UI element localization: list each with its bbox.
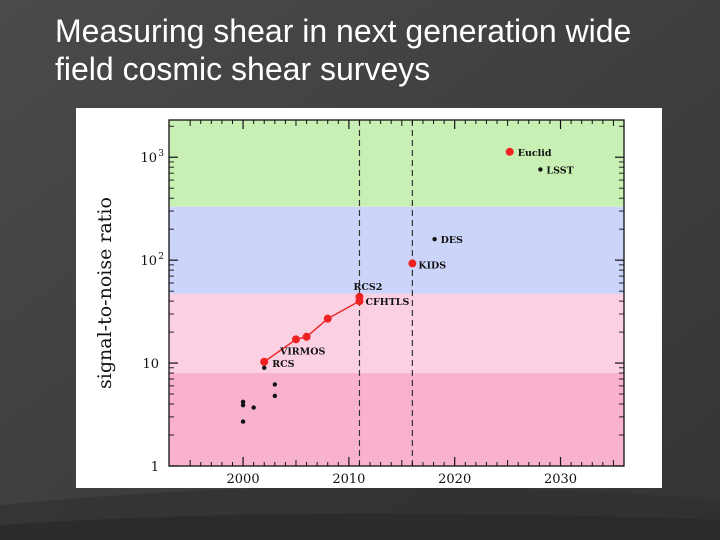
slide-title-line-2: field cosmic shear surveys xyxy=(55,51,431,88)
plot-border xyxy=(168,119,625,467)
band-3 xyxy=(169,373,624,466)
plot-frame xyxy=(168,119,625,467)
y-tick-exponent-2: 2 xyxy=(158,252,164,262)
survey-point xyxy=(240,402,246,408)
point-label-kids: KIDS xyxy=(418,260,446,271)
point-label-virmos: VIRMOS xyxy=(279,346,326,357)
point-label-euclid: Euclid xyxy=(518,148,552,159)
survey-point xyxy=(240,399,246,405)
kids-point xyxy=(408,259,417,268)
y-tick-label-0: 1 xyxy=(151,460,159,475)
point-label-lsst: LSST xyxy=(546,165,573,176)
euclid-point xyxy=(505,147,514,156)
y-tick-label-3: 10 xyxy=(140,151,157,166)
point-label-des: DES xyxy=(441,235,463,246)
survey-point xyxy=(251,405,256,410)
lsst-point xyxy=(538,167,543,172)
des-point xyxy=(432,236,437,242)
chart-figure: 2000 2010 2020 2030 1 10 10 2 10 3 Euclid LSST DES K… xyxy=(76,108,662,488)
point-label-cfhtls: CFHTLS xyxy=(365,297,409,308)
band-0 xyxy=(169,120,624,207)
survey-point xyxy=(262,365,267,370)
slide-title: Measuring shear in next generation wide … xyxy=(55,12,715,89)
x-tick-label-2: 2020 xyxy=(438,472,471,487)
survey-point xyxy=(272,382,278,387)
y-tick-label-1: 10 xyxy=(142,357,159,372)
point-labels: Euclid LSST DES KIDS RCS2 CFHTLS VIRMOS RCS xyxy=(272,148,573,370)
survey-point xyxy=(240,419,246,424)
y-axis-label: signal-to-noise ratio xyxy=(94,197,116,389)
band-2 xyxy=(169,293,624,374)
y-tick-exponent-3: 3 xyxy=(158,149,164,159)
slide-title-line-1: Measuring shear in next generation wide xyxy=(55,13,632,49)
survey-point xyxy=(272,393,278,399)
virmos-point xyxy=(291,335,300,344)
cfhtls-point xyxy=(355,297,364,306)
x-tick-label-0: 2000 xyxy=(227,472,260,487)
survey-point xyxy=(323,314,332,323)
background-bands xyxy=(169,120,624,466)
point-label-rcs: RCS xyxy=(272,359,294,370)
survey-point xyxy=(302,332,311,341)
data-points xyxy=(240,147,543,424)
x-tick-label-3: 2030 xyxy=(544,472,577,487)
band-1 xyxy=(169,206,624,294)
y-tick-label-2: 10 xyxy=(140,254,157,269)
point-label-rcs2: RCS2 xyxy=(353,282,382,293)
x-tick-label-1: 2010 xyxy=(332,472,365,487)
rcs-point xyxy=(260,357,269,366)
